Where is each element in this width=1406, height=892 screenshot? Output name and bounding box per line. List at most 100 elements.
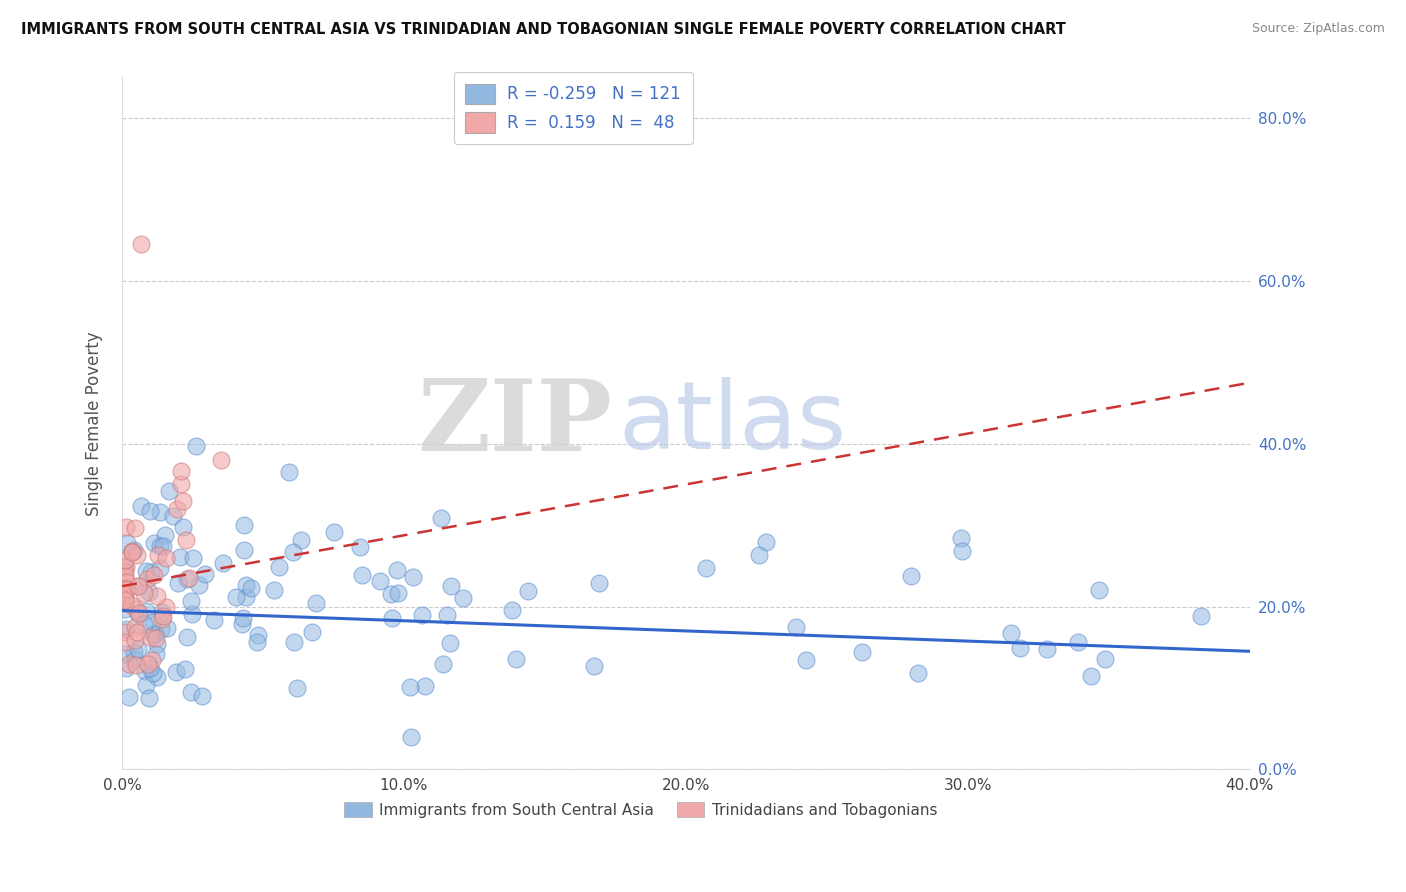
Point [114, 624, 136, 639]
Point [225, 591, 247, 605]
Point [120, 599, 142, 613]
Point [155, 550, 177, 565]
Point [176, 533, 198, 547]
Point [127, 579, 149, 593]
Point [117, 582, 139, 597]
Point [180, 685, 202, 699]
Text: ZIP: ZIP [418, 375, 613, 472]
Point [1189, 608, 1212, 623]
Point [135, 603, 157, 617]
Point [1094, 652, 1116, 666]
Point [381, 611, 404, 625]
Point [142, 615, 165, 629]
Point [517, 583, 540, 598]
Point [143, 567, 166, 582]
Point [121, 545, 143, 559]
Point [114, 560, 136, 574]
Point [1008, 640, 1031, 655]
Point [146, 548, 169, 562]
Point [134, 617, 156, 632]
Point [115, 535, 138, 549]
Point [146, 670, 169, 684]
Point [176, 572, 198, 586]
Point [439, 636, 461, 650]
Point [145, 647, 167, 661]
Point [1080, 669, 1102, 683]
Point [172, 494, 194, 508]
Point [505, 651, 527, 665]
Point [907, 666, 929, 681]
Point [290, 533, 312, 547]
Point [114, 568, 136, 582]
Point [368, 574, 391, 588]
Point [135, 678, 157, 692]
Point [125, 602, 148, 616]
Point [114, 648, 136, 662]
Point [114, 582, 136, 596]
Point [246, 628, 269, 642]
Point [141, 565, 163, 579]
Point [169, 477, 191, 491]
Point [190, 689, 212, 703]
Point [134, 664, 156, 678]
Point [169, 550, 191, 565]
Point [132, 585, 155, 599]
Point [114, 552, 136, 566]
Point [278, 466, 301, 480]
Point [138, 690, 160, 705]
Point [118, 657, 141, 671]
Point [950, 544, 973, 558]
Point [141, 653, 163, 667]
Point [187, 578, 209, 592]
Point [115, 622, 138, 636]
Point [170, 465, 193, 479]
Point [114, 589, 136, 603]
Point [1036, 642, 1059, 657]
Text: atlas: atlas [619, 377, 846, 469]
Point [177, 570, 200, 584]
Point [150, 612, 173, 626]
Point [172, 520, 194, 534]
Point [1000, 626, 1022, 640]
Point [145, 631, 167, 645]
Y-axis label: Single Female Poverty: Single Female Poverty [86, 331, 103, 516]
Point [430, 511, 453, 525]
Point [402, 570, 425, 584]
Point [118, 690, 141, 704]
Point [165, 665, 187, 680]
Point [451, 591, 474, 605]
Point [748, 548, 770, 562]
Point [114, 591, 136, 605]
Point [124, 521, 146, 535]
Legend: Immigrants from South Central Asia, Trinidadians and Tobagonians: Immigrants from South Central Asia, Trin… [337, 796, 943, 824]
Point [231, 617, 253, 632]
Point [301, 624, 323, 639]
Point [851, 645, 873, 659]
Point [149, 561, 172, 575]
Point [139, 630, 162, 644]
Point [127, 607, 149, 621]
Point [411, 607, 433, 622]
Point [235, 590, 257, 604]
Point [138, 584, 160, 599]
Point [796, 653, 818, 667]
Point [150, 622, 173, 636]
Point [285, 681, 308, 695]
Point [114, 634, 136, 648]
Point [180, 593, 202, 607]
Point [149, 539, 172, 553]
Point [212, 557, 235, 571]
Point [127, 549, 149, 563]
Point [415, 679, 437, 693]
Point [121, 543, 143, 558]
Point [235, 578, 257, 592]
Point [239, 581, 262, 595]
Point [124, 620, 146, 634]
Point [194, 566, 217, 581]
Point [128, 606, 150, 620]
Point [305, 596, 328, 610]
Point [122, 645, 145, 659]
Point [139, 504, 162, 518]
Point [139, 661, 162, 675]
Point [143, 536, 166, 550]
